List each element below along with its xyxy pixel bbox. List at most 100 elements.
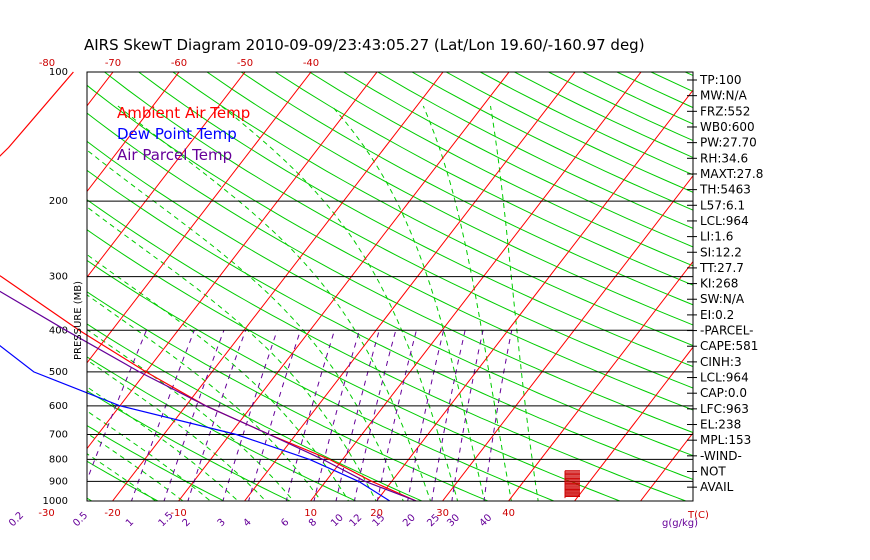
pressure-tick-label: 500: [49, 367, 68, 378]
index-label: FRZ:552: [700, 104, 750, 118]
mixing-ratio-line: [87, 330, 147, 482]
bottom-temp-tick-label: -30: [38, 508, 54, 519]
dry-adiabat: [172, 72, 693, 347]
index-label: TP:100: [699, 73, 742, 87]
moist-adiabat: [87, 253, 350, 501]
index-label: CAPE:581: [700, 339, 758, 353]
isotherm: [177, 72, 510, 501]
bottom-temp-tick-label: 10: [304, 508, 317, 519]
top-temp-tick-label: -70: [105, 58, 121, 69]
index-label: NOT: [700, 465, 726, 479]
index-label: LFC:963: [700, 402, 749, 416]
dry-adiabat: [87, 169, 693, 480]
mixing-ratio-line: [335, 330, 380, 501]
pressure-axis-label: PRESSURE (MB): [73, 281, 84, 360]
mixing-ratio-line: [163, 330, 225, 501]
moist-adiabat: [87, 359, 267, 501]
mixing-ratio-tick-label: 1: [124, 517, 136, 529]
dry-adiabat: [103, 72, 693, 389]
moist-adiabat: [87, 149, 404, 501]
dry-adiabat: [206, 72, 693, 326]
index-label: AVAIL: [700, 480, 734, 494]
dry-adiabat: [87, 323, 424, 501]
mixing-ratio-tick-label: 10: [329, 512, 346, 529]
mixing-ratio-line: [248, 330, 301, 501]
mixing-ratio-line: [130, 330, 195, 501]
index-label: MAXT:27.8: [700, 167, 763, 181]
dry-adiabat: [87, 259, 556, 501]
isotherm: [375, 89, 693, 501]
mixing-ratio-line: [285, 330, 335, 501]
top-temp-tick-label: -50: [237, 58, 253, 69]
mixing-ratio-line: [483, 330, 513, 501]
isotherm: [507, 260, 693, 501]
dry-adiabat: [823, 30, 870, 512]
chart-title: AIRS SkewT Diagram 2010-09-09/23:43:05.2…: [84, 36, 645, 54]
mixing-ratio-tick-label: 8: [307, 517, 319, 529]
isotherm: [87, 72, 312, 364]
dry-adiabat: [87, 291, 490, 501]
dry-adiabat: [308, 72, 693, 267]
dry-adiabat: [274, 72, 693, 286]
moist-adiabat: [87, 329, 295, 501]
top-temp-tick-label: -80: [39, 58, 55, 69]
index-label: MW:N/A: [700, 89, 748, 103]
isotherm: [0, 30, 13, 510]
mixing-ratio-line: [451, 330, 484, 501]
moist-adiabat: [87, 294, 322, 501]
moist-adiabat: [117, 105, 432, 501]
isotherm: [441, 175, 693, 501]
dry-adiabat: [791, 30, 870, 512]
index-label: CINH:3: [700, 355, 742, 369]
mixing-ratio-tick-label: 4: [241, 517, 253, 529]
mixing-ratio-tick-label: 2: [181, 517, 193, 529]
isotherm: [243, 72, 576, 501]
mixing-ratio-tick-label: 40: [478, 512, 495, 529]
dry-adiabat: [87, 84, 693, 411]
dry-adiabat: [479, 72, 693, 176]
mixing-ratio-line: [407, 330, 445, 501]
chart-overlay: 1002003004005006007008009001000-120-110-…: [0, 58, 763, 529]
dry-adiabat: [87, 424, 225, 501]
index-label: MPL:153: [700, 433, 751, 447]
moist-adiabat: [331, 105, 486, 501]
dry-adiabat: [87, 140, 693, 457]
dry-adiabat: [342, 72, 693, 248]
isotherm: [111, 72, 444, 501]
isotherm: [573, 346, 693, 501]
air-parcel-temp-line: [0, 290, 417, 502]
pressure-tick-label: 300: [49, 272, 68, 283]
isotherm: [639, 432, 693, 501]
pressure-tick-label: 200: [49, 196, 68, 207]
legend-ambient-air-temp: Ambient Air Temp: [117, 104, 250, 122]
mixing-ratio-tick-label: 20: [401, 512, 418, 529]
dry-adiabat: [137, 72, 693, 368]
index-label: EL:238: [700, 418, 741, 432]
legend-air-parcel-temp: Air Parcel Temp: [117, 146, 232, 164]
moist-adiabat: [490, 105, 539, 501]
bottom-temp-tick-label: -10: [170, 508, 186, 519]
mixing-ratio-tick-label: 3: [216, 517, 228, 529]
mixing-ratio-line: [376, 330, 417, 501]
mixing-ratio-line: [431, 330, 466, 501]
index-label: LCL:964: [700, 214, 749, 228]
dry-adiabat: [240, 72, 693, 306]
moist-adiabat: [87, 410, 212, 501]
pressure-tick-label: 800: [49, 454, 68, 465]
dry-adiabat: [759, 30, 870, 512]
mixing-ratio-tick-label: 6: [279, 517, 291, 529]
index-label: RH:34.6: [700, 151, 748, 165]
index-label: TH:5463: [699, 183, 751, 197]
plot-frame: [86, 71, 694, 502]
dry-adiabat: [0, 30, 44, 512]
moist-adiabat: [220, 105, 459, 501]
mixing-ratio-line: [353, 330, 397, 501]
pressure-tick-label: 1000: [43, 496, 68, 507]
index-label: TT:27.7: [699, 261, 744, 275]
isotherm: [87, 72, 378, 450]
index-label: SW:N/A: [700, 292, 745, 306]
moist-adiabat: [87, 206, 377, 501]
bottom-temp-tick-label: 30: [436, 508, 449, 519]
plot-area: [0, 30, 870, 512]
isotherm: [87, 72, 114, 107]
